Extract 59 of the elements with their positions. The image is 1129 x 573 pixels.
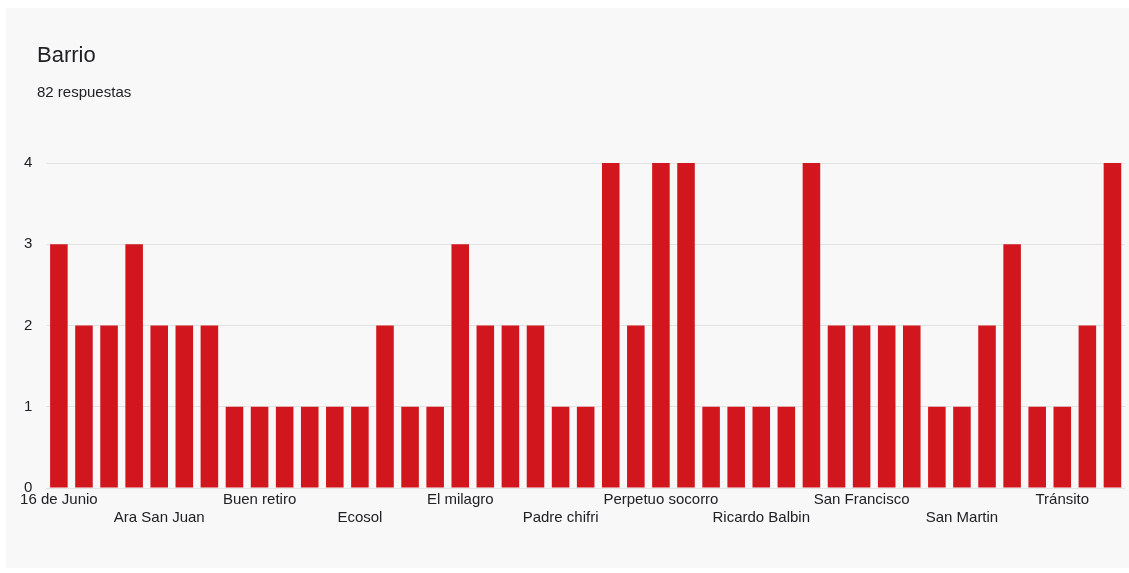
- y-tick-label: 4: [24, 153, 33, 171]
- bar: [175, 325, 194, 488]
- bar: [250, 406, 269, 488]
- bar: [903, 325, 921, 488]
- bar: [376, 325, 394, 488]
- bar: [928, 406, 946, 488]
- y-tick-label: 1: [24, 396, 33, 414]
- bar: [551, 406, 570, 488]
- bar: [351, 406, 369, 488]
- bar: [576, 406, 595, 488]
- x-tick-label: El milagro: [426, 490, 494, 508]
- bar: [702, 406, 720, 488]
- bar: [601, 163, 620, 488]
- bar: [852, 325, 871, 488]
- bar: [752, 406, 771, 488]
- bar: [827, 325, 846, 488]
- y-tick-label: 3: [24, 234, 33, 252]
- x-tick-label: Ricardo Balbin: [712, 508, 811, 526]
- bar: [100, 325, 118, 488]
- bar: [1028, 406, 1046, 488]
- chart-subtitle: 82 respuestas: [37, 83, 132, 100]
- bar: [627, 325, 645, 488]
- bar: [802, 163, 821, 488]
- bar: [401, 406, 419, 488]
- x-tick-label: Tránsito: [1035, 490, 1090, 508]
- bar: [978, 325, 996, 488]
- bar: [677, 163, 695, 488]
- x-tick-label: Ara San Juan: [113, 508, 205, 526]
- bar: [877, 325, 896, 488]
- bar: [300, 406, 319, 488]
- y-tick-label: 2: [24, 315, 33, 333]
- bar: [275, 406, 294, 488]
- bar: [1103, 163, 1122, 488]
- x-tick-label: Perpetuo socorro: [603, 490, 719, 508]
- x-tick-label: Ecosol: [337, 508, 383, 526]
- x-tick-label: San Martin: [925, 508, 999, 526]
- x-tick-label: Buen retiro: [222, 490, 297, 508]
- bar: [426, 406, 444, 488]
- bar: [953, 406, 971, 488]
- bar: [777, 406, 796, 488]
- x-tick-label: San Francisco: [813, 490, 910, 508]
- bar: [75, 325, 93, 488]
- bar: [1003, 244, 1021, 488]
- bar: [476, 325, 495, 488]
- bar: [526, 325, 545, 488]
- bar: [1078, 325, 1097, 488]
- x-tick-label: Padre chifri: [522, 508, 599, 526]
- bar: [652, 163, 670, 488]
- bar: [1053, 406, 1072, 488]
- bar: [326, 406, 344, 488]
- bar: [501, 325, 520, 488]
- bar: [225, 406, 244, 488]
- bar: [50, 244, 68, 488]
- bar: [200, 325, 219, 488]
- chart-title: Barrio: [37, 42, 96, 68]
- bar: [150, 325, 169, 488]
- bar: [451, 244, 470, 488]
- bar: [727, 406, 745, 488]
- bar: [125, 244, 143, 488]
